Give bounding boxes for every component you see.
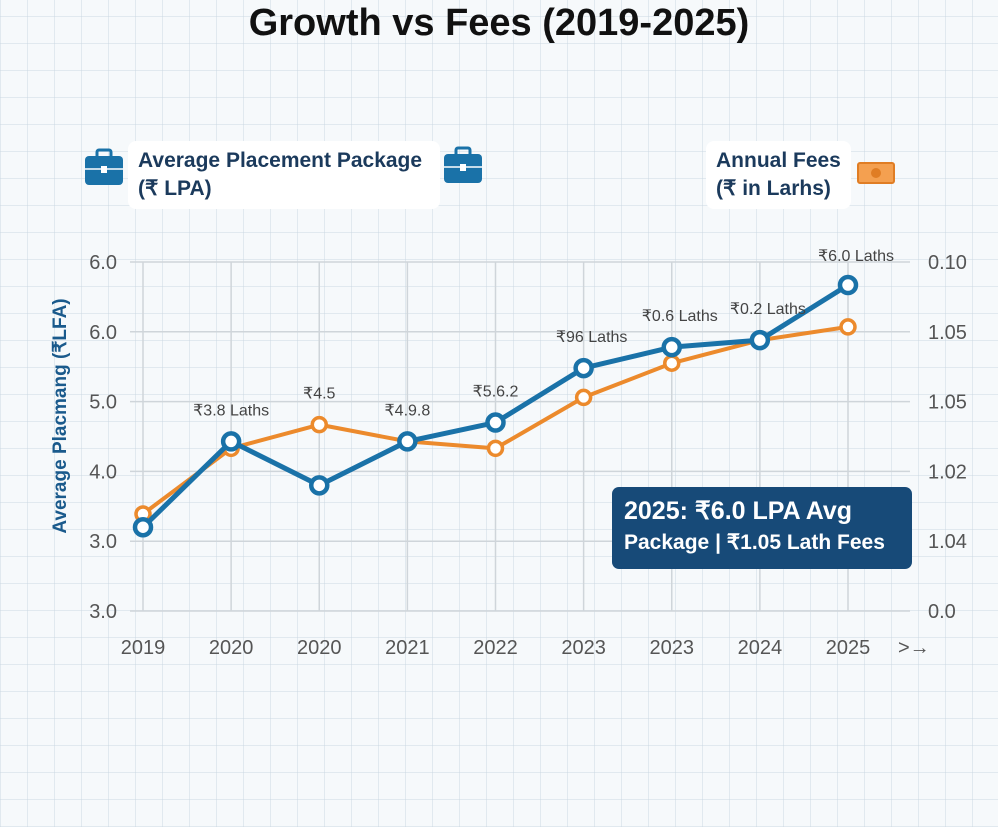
data-label: ₹96 Laths [556, 329, 628, 346]
data-label: ₹0.6 Laths [642, 308, 718, 325]
data-label: ₹4.5 [303, 386, 336, 403]
x-axis-arrow: >→ [898, 637, 930, 659]
y-tick-label-left: 6.0 [89, 252, 117, 274]
chart-title: Growth vs Fees (2019-2025) [248, 2, 750, 44]
data-label: ₹4.9.8 [384, 402, 430, 419]
fees-point [310, 415, 328, 434]
annotation-line2: Package | ₹1.05 Lath Fees [624, 531, 885, 554]
fees-point [486, 439, 505, 458]
package-point [132, 516, 154, 538]
y-tick-label-left: 5.0 [89, 392, 117, 414]
x-tick-label: 2024 [738, 637, 783, 659]
x-tick-label: 2020 [209, 637, 254, 659]
legend-placement-package: Average Placement Package (₹ LPA) [128, 141, 440, 209]
data-label: ₹0.2 Laths [730, 301, 806, 318]
x-tick-label: 2021 [385, 637, 430, 659]
y-tick-label-left: 4.0 [89, 461, 117, 483]
x-tick-label: 2023 [561, 637, 606, 659]
y-tick-label-right: 1.04 [928, 531, 967, 553]
legend-left-line1: Average Placement Package [138, 149, 423, 172]
package-point [749, 329, 771, 351]
legend-left-line2: (₹ LPA) [138, 177, 212, 200]
package-point [661, 336, 682, 358]
package-point [309, 475, 330, 496]
x-tick-label: 2023 [650, 637, 695, 659]
data-label: ₹5.6.2 [473, 384, 519, 401]
briefcase-icon [444, 146, 482, 183]
data-label: ₹3.8 Laths [193, 402, 269, 419]
x-tick-label: 2020 [297, 637, 342, 659]
annotation-line1: 2025: ₹6.0 LPA Avg [624, 497, 853, 525]
legend-annual-fees: Annual Fees (₹ in Larhs) [706, 141, 851, 209]
banknote-icon [857, 162, 895, 184]
data-label: ₹6.0 Laths [818, 248, 894, 265]
fees-point [574, 388, 593, 407]
y-tick-label-left: 3.0 [89, 531, 117, 553]
y-tick-label-right: 1.05 [928, 322, 967, 344]
package-point [837, 274, 859, 296]
y-tick-label-left: 3.0 [89, 601, 117, 623]
y-tick-label-right: 1.05 [928, 392, 967, 414]
package-point [397, 431, 418, 452]
annotation-callout: 2025: ₹6.0 LPA Avg Package | ₹1.05 Lath … [612, 487, 912, 569]
legend-right-line1: Annual Fees [716, 149, 841, 172]
y-tick-label-right: 1.02 [928, 461, 967, 483]
briefcase-icon [85, 148, 123, 185]
package-point [573, 357, 594, 379]
y-tick-label-right: 0.0 [928, 601, 956, 623]
x-tick-label: 2019 [121, 637, 166, 659]
y-tick-label-right: 0.10 [928, 252, 967, 274]
y-axis-label: Average Placmang (₹LFA) [50, 298, 71, 533]
fees-point [839, 318, 857, 336]
y-tick-label-left: 6.0 [89, 322, 117, 344]
package-point [485, 412, 506, 433]
legend-right-line2: (₹ in Larhs) [716, 177, 831, 200]
x-tick-label: 2022 [473, 637, 518, 659]
x-tick-label: 2025 [826, 637, 871, 659]
package-point [220, 431, 242, 452]
fees-point [663, 354, 681, 372]
